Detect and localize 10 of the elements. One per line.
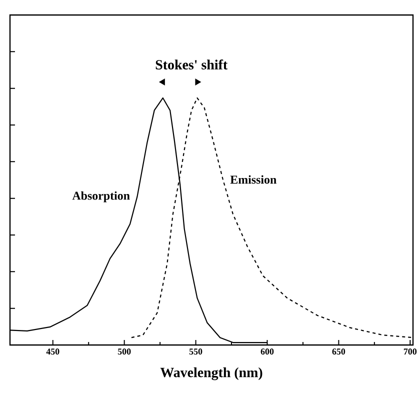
x-tick-label: 700: [404, 348, 417, 355]
x-tick-label: 600: [260, 348, 274, 355]
x-tick-label: 650: [332, 348, 346, 355]
x-tick-label: 500: [118, 348, 131, 355]
x-axis-title: Wavelength (nm): [160, 367, 262, 380]
x-tick-label: 450: [46, 348, 60, 355]
text: Stokes' shift: [156, 60, 228, 70]
series-label: Absorption: [72, 191, 130, 202]
x-tick-label: 550: [189, 348, 202, 355]
series-label: Emission: [230, 175, 276, 184]
